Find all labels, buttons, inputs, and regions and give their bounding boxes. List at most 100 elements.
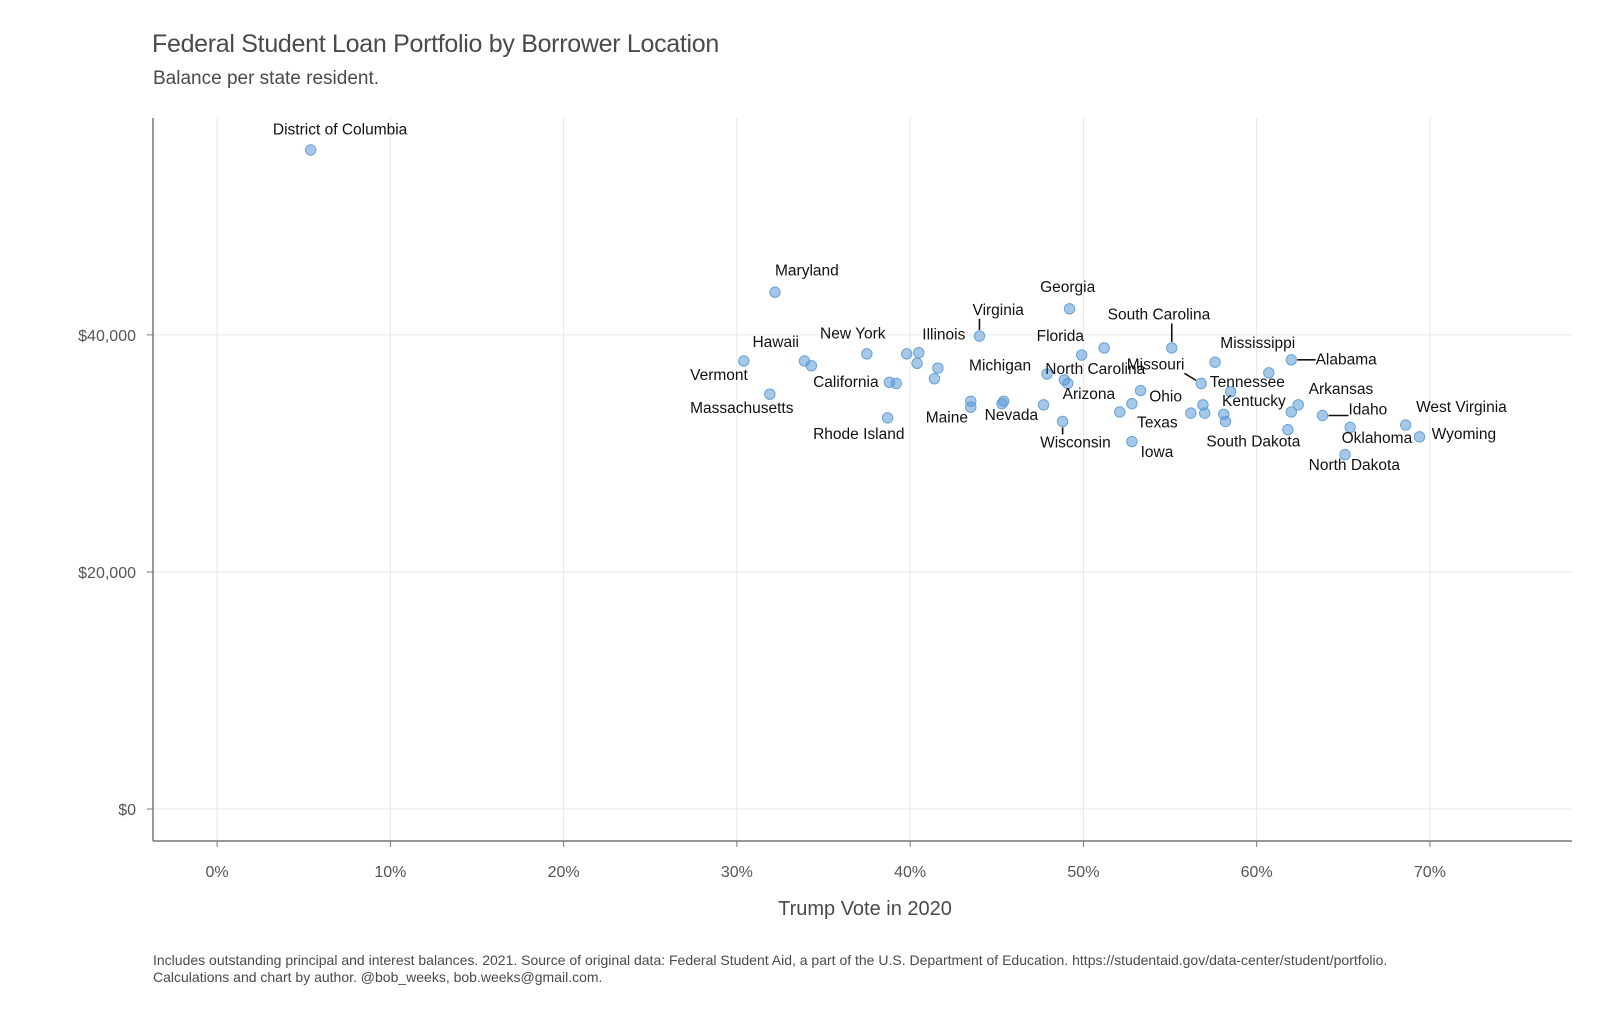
data-point xyxy=(805,360,818,372)
data-point xyxy=(932,362,944,374)
y-tick-label: $20,000 xyxy=(78,565,136,582)
point-label: South Dakota xyxy=(1206,433,1300,450)
data-point xyxy=(1292,399,1304,411)
data-point xyxy=(769,286,781,298)
point-label: Hawaii xyxy=(752,334,799,351)
point-label: Mississippi xyxy=(1220,335,1295,352)
data-point xyxy=(973,330,986,342)
point-label: West Virginia xyxy=(1416,399,1507,416)
data-point xyxy=(900,348,913,360)
point-label: Arizona xyxy=(1063,386,1116,403)
data-point xyxy=(1075,349,1088,361)
data-point xyxy=(911,357,923,370)
data-point xyxy=(1114,406,1126,418)
data-point xyxy=(1037,399,1050,411)
x-tick-label: 40% xyxy=(894,864,926,881)
label-leader-lines xyxy=(978,318,1349,435)
x-tick-label: 10% xyxy=(374,864,406,881)
point-label: Oklahoma xyxy=(1342,430,1413,447)
data-point xyxy=(1166,342,1178,354)
data-point xyxy=(1195,377,1207,390)
data-point xyxy=(738,355,750,367)
data-point xyxy=(1126,435,1138,448)
point-label: Texas xyxy=(1137,414,1178,431)
point-label: Nevada xyxy=(985,407,1039,424)
data-point xyxy=(1209,356,1221,368)
data-point xyxy=(1098,342,1110,354)
data-point xyxy=(996,397,1008,410)
axes xyxy=(147,118,1572,847)
tick-labels: 0% 10% 20% 30% 40% 50% 60% 70% $0 $20,000 $40,000 xyxy=(78,328,1446,881)
chart-subtitle: Balance per state resident. xyxy=(153,68,380,89)
y-tick-label: $40,000 xyxy=(78,328,136,345)
data-point xyxy=(304,144,317,156)
point-label: Illinois xyxy=(922,327,965,344)
point-labels: District of Columbia Maryland Virginia Geor… xyxy=(273,122,1507,474)
point-label: North Carolina xyxy=(1045,361,1145,378)
point-label: Michigan xyxy=(969,357,1031,374)
point-label: Wyoming xyxy=(1432,426,1496,443)
point-label: Maryland xyxy=(775,263,839,280)
data-point xyxy=(1285,354,1298,366)
point-label: New York xyxy=(820,325,886,342)
data-point xyxy=(1185,407,1197,419)
data-point xyxy=(1413,431,1426,443)
point-label: Maine xyxy=(926,410,968,427)
point-label: Kentucky xyxy=(1222,393,1286,410)
data-point xyxy=(1134,384,1147,397)
data-point xyxy=(1263,367,1275,379)
data-point xyxy=(1063,303,1076,315)
x-tick-label: 0% xyxy=(206,864,229,881)
data-point xyxy=(1285,406,1298,418)
point-label: Wisconsin xyxy=(1040,434,1111,451)
data-point xyxy=(1058,374,1071,386)
x-tick-label: 20% xyxy=(548,864,580,881)
x-axis-title: Trump Vote in 2020 xyxy=(778,898,952,920)
point-label: Virginia xyxy=(973,302,1025,319)
point-label: Arkansas xyxy=(1309,381,1374,398)
point-label: Tennessee xyxy=(1210,374,1285,391)
x-tick-label: 60% xyxy=(1241,864,1273,881)
point-label: Missouri xyxy=(1127,356,1185,373)
grid-lines xyxy=(153,118,1572,841)
data-point xyxy=(881,412,894,424)
data-point xyxy=(1224,386,1237,398)
data-point xyxy=(1041,368,1053,380)
data-point xyxy=(1316,409,1329,422)
data-point xyxy=(1219,415,1232,428)
point-label: Rhode Island xyxy=(813,426,904,443)
data-points xyxy=(304,144,1426,461)
point-label: Vermont xyxy=(690,367,748,384)
point-label: Alabama xyxy=(1316,352,1378,369)
x-tick-label: 50% xyxy=(1067,864,1099,881)
data-point xyxy=(928,373,941,385)
data-point xyxy=(1339,448,1351,461)
data-point xyxy=(861,348,873,360)
data-point xyxy=(890,377,902,390)
point-label: Idaho xyxy=(1348,401,1387,418)
point-label: Iowa xyxy=(1141,444,1174,461)
data-point xyxy=(1282,424,1294,436)
data-point xyxy=(913,346,925,359)
data-point xyxy=(764,388,776,400)
data-point xyxy=(1126,397,1138,410)
point-label: Georgia xyxy=(1040,279,1096,296)
point-label: Ohio xyxy=(1149,388,1182,405)
x-tick-label: 30% xyxy=(721,864,753,881)
point-label: California xyxy=(813,374,879,391)
data-point xyxy=(1198,407,1211,419)
point-label: North Dakota xyxy=(1309,457,1401,474)
x-tick-label: 70% xyxy=(1414,864,1446,881)
point-label: South Carolina xyxy=(1108,306,1211,323)
chart-title: Federal Student Loan Portfolio by Borrow… xyxy=(152,30,719,58)
data-point xyxy=(1344,421,1356,434)
data-point xyxy=(1056,415,1069,428)
data-point xyxy=(965,401,977,413)
data-point xyxy=(1399,419,1412,431)
point-label: District of Columbia xyxy=(273,122,408,139)
label-leader-line xyxy=(1184,372,1197,382)
chart-caption: Includes outstanding principal and inter… xyxy=(153,952,1388,985)
point-label: Massachusetts xyxy=(690,400,794,417)
point-label: Florida xyxy=(1037,328,1085,345)
